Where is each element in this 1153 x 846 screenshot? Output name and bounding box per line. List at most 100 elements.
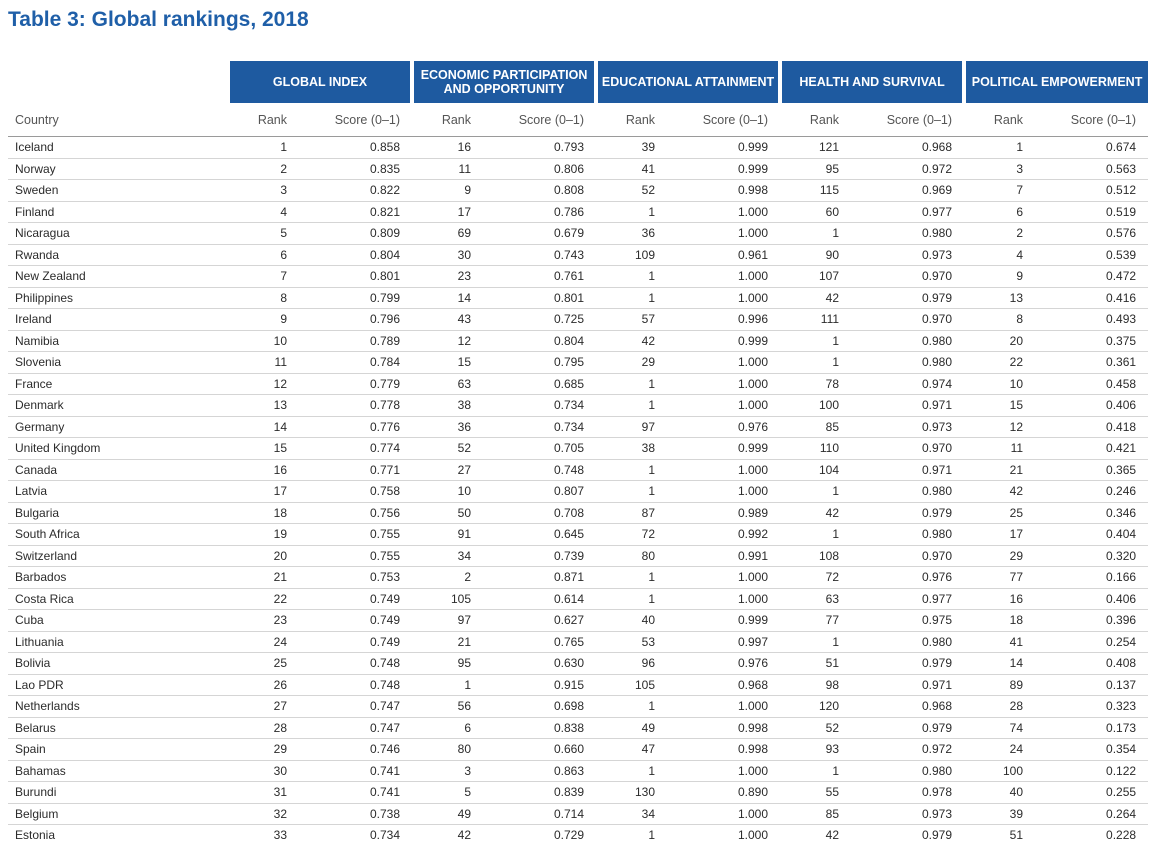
educational-rank-cell: 52 [596, 179, 668, 202]
political-rank-cell: 17 [964, 523, 1036, 546]
educational-rank-cell: 40 [596, 609, 668, 632]
political-score-cell: 0.512 [1035, 179, 1149, 202]
global-score-cell: 0.741 [299, 781, 413, 804]
global-score-cell: 0.748 [299, 674, 413, 696]
table-row: Lithuania 24 0.749 21 0.765 53 0.997 1 0.980 41 0.… [8, 631, 1149, 653]
political-score-cell: 0.375 [1035, 330, 1149, 352]
educational-rank-cell: 1 [596, 394, 668, 417]
economic-score-cell: 0.685 [483, 373, 597, 395]
educational-rank-cell: 39 [596, 136, 668, 159]
table-row: Switzerland 20 0.755 34 0.739 80 0.991 108 0.970… [8, 545, 1149, 567]
global-score-cell: 0.747 [299, 695, 413, 718]
table-row: Finland 4 0.821 17 0.786 1 1.000 60 0.977 6 0.519 [8, 201, 1149, 223]
political-rank-cell: 10 [964, 373, 1036, 395]
table-row: Lao PDR 26 0.748 1 0.915 105 0.968 98 0.971 89 0.1… [8, 674, 1149, 696]
educational-score-cell: 0.961 [667, 244, 781, 266]
table-row: Bahamas 30 0.741 3 0.863 1 1.000 1 0.980 100 0.122 [8, 760, 1149, 782]
health-rank-cell: 110 [780, 437, 852, 460]
health-rank-cell: 1 [780, 222, 852, 245]
health-score-cell: 0.971 [851, 674, 965, 696]
economic-rank-cell: 15 [412, 351, 484, 374]
health-score-cell: 0.977 [851, 588, 965, 610]
political-rank-cell: 25 [964, 502, 1036, 524]
political-rank-cell: 16 [964, 588, 1036, 610]
educational-rank-cell: 1 [596, 265, 668, 288]
country-name-cell: Netherlands [8, 695, 228, 718]
health-score-cell: 0.980 [851, 523, 965, 546]
health-rank-cell: 85 [780, 416, 852, 438]
global-score-cell: 0.749 [299, 631, 413, 653]
economic-rank-cell: 23 [412, 265, 484, 288]
country-name-cell: Denmark [8, 394, 228, 417]
educational-rank-cell: 42 [596, 330, 668, 352]
political-score-cell: 0.404 [1035, 523, 1149, 546]
economic-rank-cell: 5 [412, 781, 484, 804]
table-row: Sweden 3 0.822 9 0.808 52 0.998 115 0.969 7 0.512 [8, 179, 1149, 202]
health-rank-cell: 77 [780, 609, 852, 632]
health-rank-cell: 107 [780, 265, 852, 288]
economic-rank-cell: 63 [412, 373, 484, 395]
political-score-cell: 0.365 [1035, 459, 1149, 481]
health-score-cell: 0.976 [851, 566, 965, 589]
educational-score-cell: 0.989 [667, 502, 781, 524]
country-name-cell: Iceland [8, 136, 228, 159]
health-rank-cell: 1 [780, 351, 852, 374]
educational-rank-cell: 47 [596, 738, 668, 761]
global-rank-cell: 19 [228, 523, 299, 546]
health-score-cell: 0.979 [851, 287, 965, 309]
health-score-cell: 0.970 [851, 265, 965, 288]
health-rank-cell: 95 [780, 158, 852, 180]
health-score-cell: 0.979 [922, 828, 953, 843]
educational-rank-cell: 1 [596, 566, 668, 589]
country-name-cell: Barbados [8, 566, 228, 589]
global-score-cell: 0.821 [299, 201, 413, 223]
economic-score-cell: 0.795 [483, 351, 597, 374]
educational-score-cell: 0.992 [667, 523, 781, 546]
political-rank-cell: 29 [964, 545, 1036, 567]
global-rank-cell: 25 [228, 652, 299, 675]
country-name-cell: Slovenia [8, 351, 228, 374]
educational-rank-cell: 1 [596, 201, 668, 223]
political-rank-cell: 11 [964, 437, 1036, 460]
health-score-cell: 0.980 [851, 222, 965, 245]
health-score-cell: 0.979 [851, 652, 965, 675]
political-score-cell: 0.173 [1035, 717, 1149, 739]
country-name-cell: Lao PDR [8, 674, 228, 696]
educational-rank-cell: 34 [596, 803, 668, 825]
political-score-cell: 0.166 [1035, 566, 1149, 589]
educational-rank-cell: 53 [596, 631, 668, 653]
educational-score-cell: 0.998 [667, 738, 781, 761]
global-rank-cell: 1 [228, 136, 299, 159]
health-score-cell: 0.980 [851, 330, 965, 352]
economic-rank-cell: 17 [412, 201, 484, 223]
global-score-cell: 0.749 [299, 588, 413, 610]
political-rank-cell: 8 [964, 308, 1036, 331]
health-score-cell: 0.971 [851, 459, 965, 481]
economic-score-cell: 0.734 [483, 416, 597, 438]
health-score-cell: 0.969 [851, 179, 965, 202]
global-score-cell: 0.779 [299, 373, 413, 395]
table-row: Rwanda 6 0.804 30 0.743 109 0.961 90 0.973 4 0.539 [8, 244, 1149, 266]
economic-rank-cell: 11 [412, 158, 484, 180]
educational-score-cell: 0.999 [667, 437, 781, 460]
global-rank-cell: 3 [228, 179, 299, 202]
health-rank-cell: 78 [780, 373, 852, 395]
country-name-cell: Ireland [8, 308, 228, 331]
educational-score-cell: 1.000 [667, 351, 781, 374]
educational-score-cell: 1.000 [667, 695, 781, 718]
table-row: Bolivia 25 0.748 95 0.630 96 0.976 51 0.979 14 0.4… [8, 652, 1149, 675]
global-score-cell: 0.796 [299, 308, 413, 331]
political-rank-cell: 22 [964, 351, 1036, 374]
global-rank-cell: 11 [228, 351, 299, 374]
country-name-cell: Bulgaria [8, 502, 228, 524]
table-row: Slovenia 11 0.784 15 0.795 29 1.000 1 0.980 22 0.3… [8, 351, 1149, 374]
educational-rank-cell: 96 [596, 652, 668, 675]
health-rank-cell: 42 [825, 828, 840, 843]
global-rank-cell: 29 [228, 738, 299, 761]
country-name-cell: Lithuania [8, 631, 228, 653]
economic-score-cell: 0.729 [554, 828, 585, 843]
health-rank-cell: 72 [780, 566, 852, 589]
political-score-cell: 0.228 [1106, 828, 1137, 843]
global-score-cell: 0.774 [299, 437, 413, 460]
global-score-cell: 0.789 [299, 330, 413, 352]
